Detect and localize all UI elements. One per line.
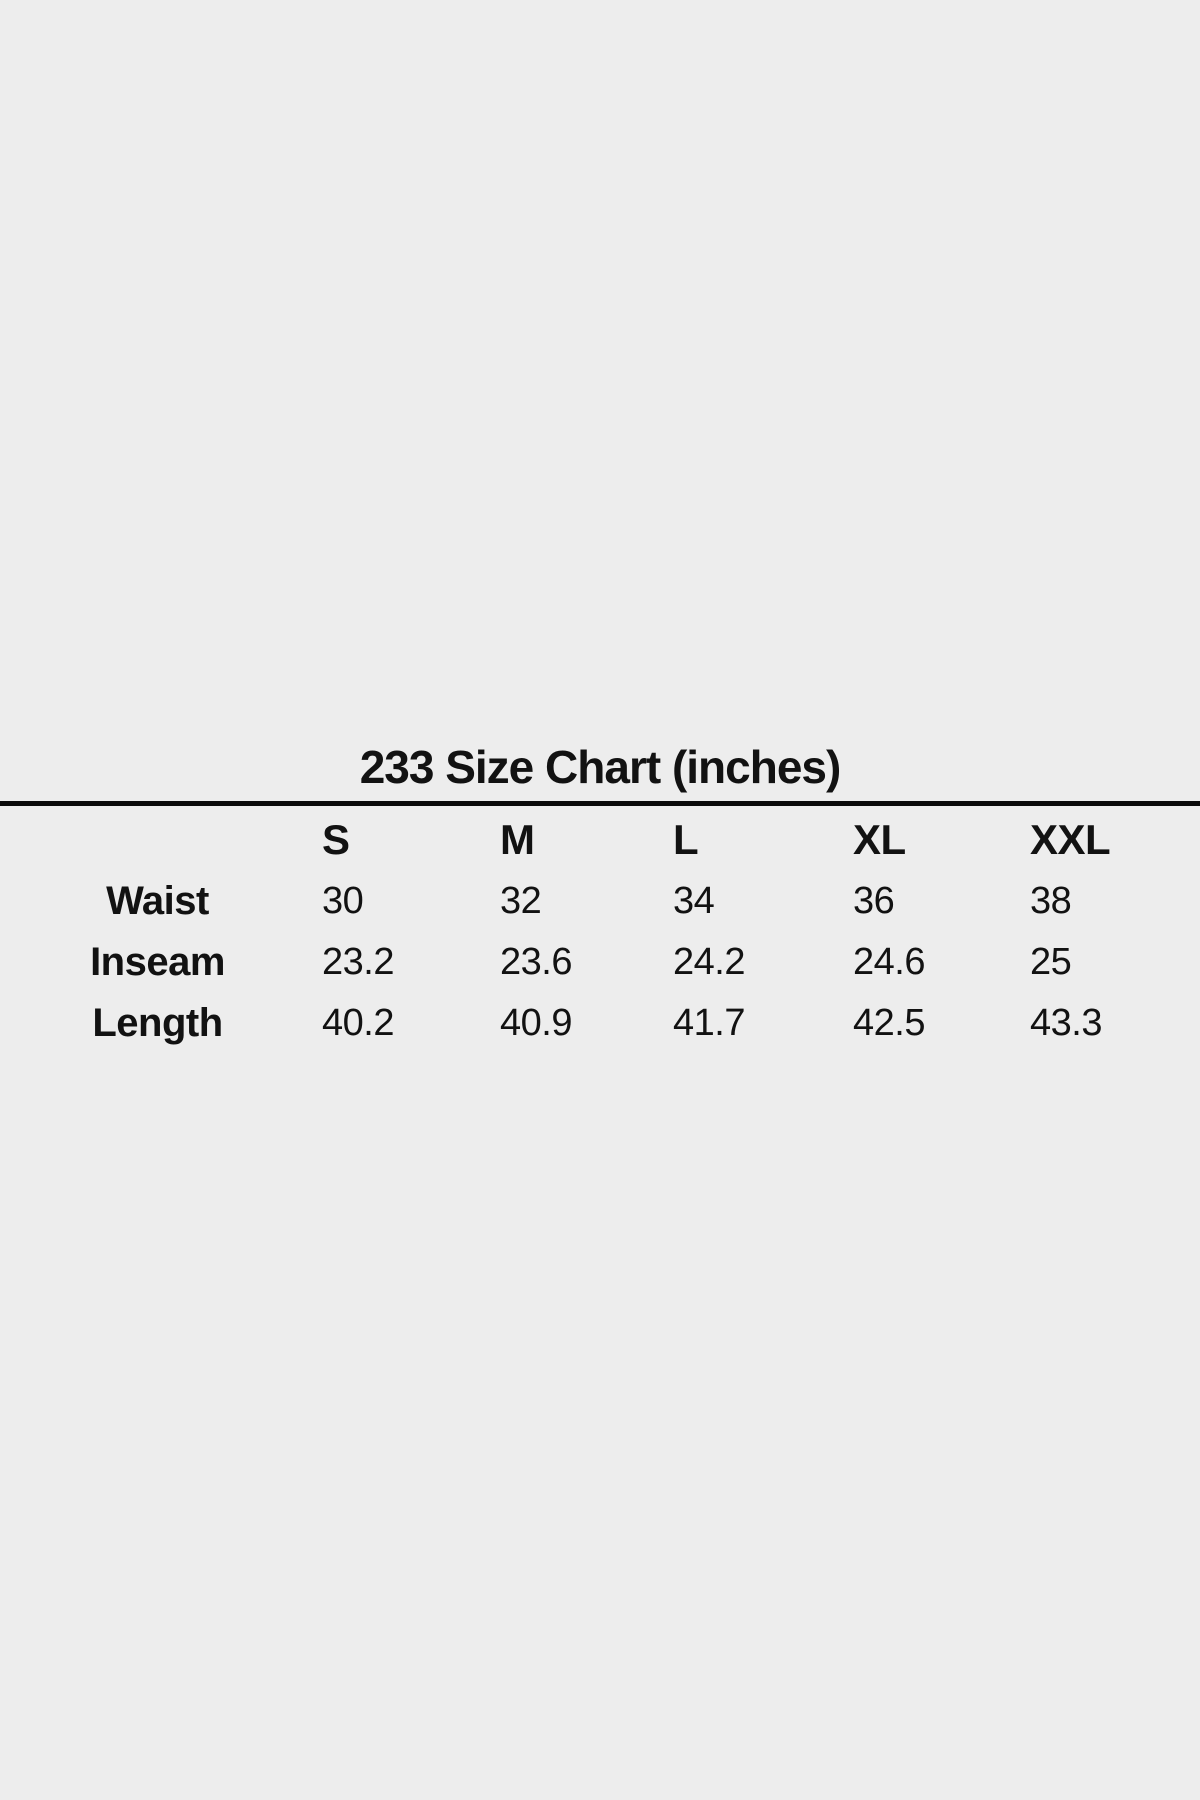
title-divider [0, 801, 1200, 806]
row-label-waist: Waist [106, 878, 209, 923]
row-label-length: Length [92, 1000, 223, 1045]
cell-length-m: 40.9 [500, 1001, 572, 1044]
column-header-xxl: XXL [1030, 816, 1111, 863]
cell-inseam-xxl: 25 [1030, 940, 1072, 983]
cell-inseam-s: 23.2 [322, 940, 394, 983]
page-title: 233 Size Chart (inches) [359, 741, 842, 793]
cell-inseam-l: 24.2 [673, 940, 745, 983]
row-label-inseam: Inseam [90, 939, 225, 984]
cell-length-l: 41.7 [673, 1001, 745, 1044]
cell-inseam-xl: 24.6 [853, 940, 925, 983]
column-header-m: M [500, 816, 535, 863]
cell-waist-l: 34 [673, 879, 715, 922]
column-header-l: L [673, 816, 699, 863]
cell-length-xxl: 43.3 [1030, 1001, 1102, 1044]
cell-length-s: 40.2 [322, 1001, 394, 1044]
column-header-s: S [322, 816, 350, 863]
cell-waist-s: 30 [322, 879, 364, 922]
cell-waist-xl: 36 [853, 879, 895, 922]
size-table: S M L XL XXL Waist 30 32 34 36 38 Inseam… [0, 810, 1200, 1054]
cell-inseam-m: 23.6 [500, 940, 572, 983]
cell-waist-m: 32 [500, 879, 542, 922]
cell-waist-xxl: 38 [1030, 879, 1072, 922]
cell-length-xl: 42.5 [853, 1001, 925, 1044]
column-header-xl: XL [853, 816, 906, 863]
